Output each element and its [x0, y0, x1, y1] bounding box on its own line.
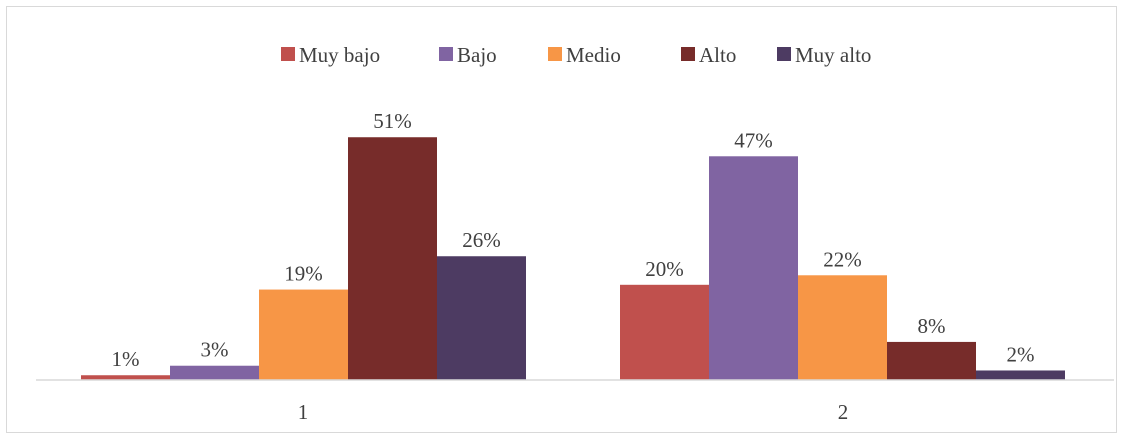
legend-label: Muy alto: [795, 43, 871, 67]
bar-alto-2: [887, 341, 976, 380]
bar-bajo-1: [170, 365, 259, 380]
legend-swatch: [439, 47, 453, 61]
x-tick-label: 2: [838, 400, 849, 424]
data-labels: 1% 20% 3% 47% 19% 22% 51% 8% 26% 2%: [112, 109, 1035, 371]
data-label: 2%: [1007, 342, 1035, 366]
legend-swatch: [281, 47, 295, 61]
bar-muy-bajo-1: [81, 375, 170, 380]
bar-muy-bajo-2: [620, 284, 709, 380]
data-label: 1%: [112, 347, 140, 371]
legend-label: Alto: [699, 43, 736, 67]
bar-medio-1: [259, 289, 348, 380]
legend-swatch: [548, 47, 562, 61]
x-tick-label: 1: [298, 400, 309, 424]
bar-muy-alto-1: [437, 256, 526, 380]
bar-muy-alto-2: [976, 370, 1065, 380]
bar-bajo-2: [709, 156, 798, 380]
data-label: 51%: [373, 109, 412, 133]
bar-alto-1: [348, 137, 437, 380]
legend-label: Bajo: [457, 43, 497, 67]
data-label: 20%: [645, 257, 684, 281]
data-label: 22%: [823, 247, 862, 271]
bars: [81, 137, 1065, 380]
data-label: 47%: [734, 128, 773, 152]
data-label: 19%: [284, 262, 323, 286]
legend-swatch: [777, 47, 791, 61]
bar-medio-2: [798, 275, 887, 380]
legend-label: Medio: [566, 43, 621, 67]
legend-label: Muy bajo: [299, 43, 380, 67]
data-label: 26%: [462, 228, 501, 252]
data-label: 3%: [201, 338, 229, 362]
legend: Muy bajo Bajo Medio Alto Muy alto: [281, 43, 871, 67]
legend-swatch: [681, 47, 695, 61]
data-label: 8%: [918, 314, 946, 338]
